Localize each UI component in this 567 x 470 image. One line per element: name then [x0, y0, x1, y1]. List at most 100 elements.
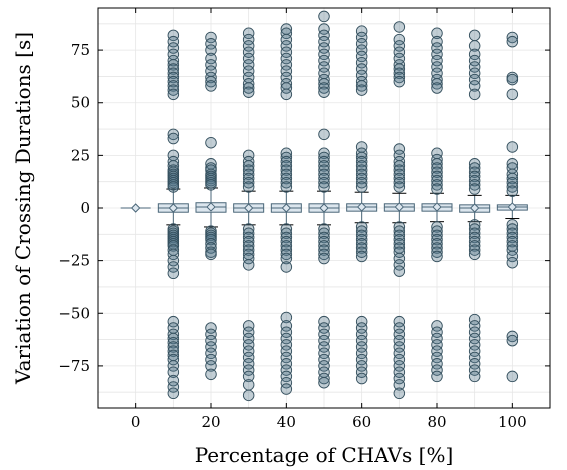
outlier-point — [205, 59, 217, 71]
outlier-point — [205, 52, 217, 65]
outlier-point — [393, 252, 406, 265]
outlier-point — [431, 225, 443, 237]
outlier-point — [506, 73, 519, 86]
outlier-point — [431, 339, 443, 351]
outlier-point — [393, 328, 406, 341]
outlier-point — [393, 168, 406, 181]
outlier-point — [280, 46, 293, 58]
outlier-point — [318, 235, 330, 248]
outlier-point — [393, 233, 406, 246]
outlier-point — [242, 332, 255, 345]
outlier-point — [355, 147, 368, 160]
outlier-point — [242, 168, 255, 181]
outlier-point — [280, 27, 293, 40]
outlier-point — [355, 353, 368, 366]
outlier-point — [468, 358, 481, 370]
outlier-point — [318, 147, 330, 160]
outlier-point — [468, 326, 481, 338]
outlier-point — [468, 174, 481, 187]
y-tick-label: 75 — [71, 41, 90, 59]
outlier-point — [468, 48, 481, 61]
outlier-point — [355, 164, 368, 176]
outlier-point — [393, 160, 406, 172]
outlier-point — [167, 59, 180, 71]
outlier-point — [318, 73, 330, 86]
outlier-point — [242, 172, 255, 185]
outlier-point — [355, 75, 368, 88]
outlier-point — [167, 353, 180, 366]
outlier-point — [393, 172, 406, 185]
outlier-point — [355, 25, 368, 37]
outlier-point — [468, 170, 481, 183]
outlier-point — [318, 160, 330, 172]
outlier-point — [318, 42, 330, 54]
outlier-point — [242, 379, 255, 391]
outlier-point — [393, 353, 406, 366]
y-tick-label: 25 — [71, 146, 90, 164]
outlier-point — [355, 341, 368, 353]
outlier-point — [280, 240, 293, 252]
outlier-point — [355, 366, 368, 378]
outlier-point — [468, 332, 481, 345]
outlier-point — [318, 164, 330, 176]
y-axis-label: Variation of Crossing Durations [s] — [11, 32, 35, 385]
box-mean-marker — [432, 202, 442, 212]
outlier-point — [167, 261, 180, 273]
outlier-point — [318, 78, 330, 90]
outlier-point — [167, 267, 180, 280]
outlier-point — [242, 231, 255, 244]
outlier-point — [468, 339, 481, 351]
outlier-point — [355, 172, 368, 185]
outlier-point — [431, 364, 443, 376]
outlier-point — [280, 181, 293, 193]
outlier-point — [506, 223, 519, 235]
outlier-point — [355, 315, 368, 328]
outlier-point — [431, 78, 443, 90]
outlier-point — [468, 40, 481, 52]
outlier-point — [280, 33, 293, 46]
outlier-point — [205, 71, 217, 84]
outlier-point — [355, 238, 368, 250]
outlier-point — [280, 160, 293, 172]
outlier-point — [318, 334, 330, 347]
outlier-point — [393, 366, 406, 378]
outlier-point — [468, 166, 481, 178]
outlier-point — [280, 311, 293, 324]
outlier-point — [431, 166, 443, 178]
outlier-point — [468, 162, 481, 174]
outlier-point — [468, 219, 481, 231]
outlier-point — [167, 132, 180, 145]
outlier-point — [506, 35, 519, 48]
outlier-point — [355, 80, 368, 92]
outlier-point — [242, 78, 255, 90]
outlier-point — [242, 244, 255, 256]
outlier-point — [318, 10, 330, 23]
outlier-point — [167, 181, 180, 193]
outlier-point — [393, 21, 406, 33]
outlier-point — [318, 82, 330, 94]
outlier-point — [242, 27, 255, 40]
box-mean-marker — [356, 202, 367, 212]
outlier-point — [242, 176, 255, 189]
y-tick-label: −75 — [58, 357, 90, 375]
outlier-point — [431, 229, 443, 242]
outlier-point — [318, 151, 330, 164]
box-mean-marker — [469, 203, 480, 213]
outlier-point — [242, 364, 255, 376]
outlier-point — [167, 374, 180, 387]
outlier-point — [205, 248, 217, 261]
outlier-point — [205, 341, 217, 353]
outlier-point — [393, 71, 406, 84]
outlier-point — [468, 73, 481, 86]
outlier-point — [355, 31, 368, 44]
outlier-point — [280, 248, 293, 261]
outlier-point — [205, 179, 217, 191]
outlier-point — [280, 223, 293, 235]
outlier-point — [242, 259, 255, 271]
outlier-point — [355, 372, 368, 385]
outlier-point — [167, 67, 180, 80]
outlier-point — [242, 82, 255, 94]
box-mean-marker — [206, 202, 216, 212]
outlier-series — [167, 10, 519, 402]
outlier-point — [393, 379, 406, 391]
